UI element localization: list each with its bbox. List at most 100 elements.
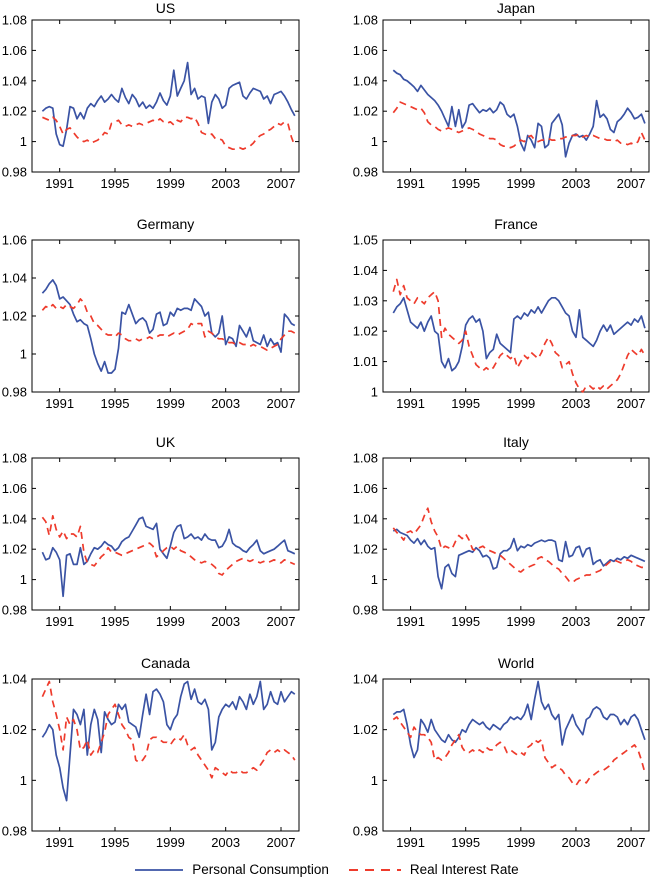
y-tick-label: 1.04 [2,511,27,526]
chart-plot: Japan 0.98 1 1.02 1.04 1.06 1.08 1991 1995 1999 20… [353,0,650,191]
y-tick-label: 1 [20,572,27,587]
chart-title: France [494,216,538,232]
x-tick-label: 1991 [45,614,74,629]
chart-germany: Germany 0.98 1 1.02 1.04 1.06 1991 1995 1999 2003… [0,200,326,425]
charts-grid: US 0.98 1 1.02 1.04 1.06 1.08 1991 1995 1999 2003 2… [0,0,652,852]
chart-title: UK [156,434,176,450]
x-tick-label: 2007 [617,176,646,191]
x-tick-label: 2007 [267,396,296,411]
y-tick-label: 0.98 [353,165,378,180]
y-tick-label: 1.06 [353,481,378,496]
chart-plot: France 1 1.01 1.02 1.03 1.04 1.05 1991 1995 1999 2… [353,216,650,411]
x-tick-label: 1995 [451,396,480,411]
x-tick-label: 2003 [211,835,240,850]
chart-world: World 0.98 1 1.02 1.04 1991 1995 1999 2003 2007 [326,640,652,852]
y-tick-label: 1.02 [353,722,378,737]
y-tick-label: 1.01 [353,354,378,369]
y-tick-label: 1.06 [2,481,27,496]
personal-consumption-line [41,516,296,598]
chart-uk: UK 0.98 1 1.02 1.04 1.06 1.08 1991 1995 1999 2003 2… [0,425,326,640]
axes-frame [31,239,300,393]
real-interest-rate-line [41,298,296,352]
real-interest-rate-line [392,101,646,149]
y-tick-label: 1.04 [2,271,27,286]
x-tick-label: 1995 [451,835,480,850]
real-interest-rate-line [41,514,296,576]
axes-frame [382,457,650,611]
chart-title: Germany [137,216,195,232]
y-tick-label: 1.02 [353,324,378,339]
x-tick-label: 1999 [506,614,535,629]
personal-consumption-line [41,61,296,148]
x-tick-label: 2007 [617,396,646,411]
x-tick-label: 1999 [506,176,535,191]
y-tick-label: 1.02 [353,542,378,557]
y-tick-label: 1.02 [2,542,27,557]
x-tick-label: 2003 [211,176,240,191]
y-tick-label: 1.08 [353,451,378,466]
x-tick-label: 1995 [101,176,130,191]
axes-frame [31,678,300,832]
y-tick-label: 1 [371,134,378,149]
y-tick-label: 1.04 [2,672,27,687]
chart-us: US 0.98 1 1.02 1.04 1.06 1.08 1991 1995 1999 2003 2… [0,0,326,200]
x-tick-label: 1991 [45,835,74,850]
x-tick-label: 1991 [45,176,74,191]
y-tick-label: 0.98 [353,824,378,839]
y-tick-label: 1 [20,134,27,149]
axes-frame [382,239,650,393]
real-interest-rate-line [392,278,646,393]
chart-plot: Canada 0.98 1 1.02 1.04 1991 1995 1999 2003 2007 [2,655,300,850]
y-tick-label: 0.98 [2,603,27,618]
y-tick-label: 1.02 [2,309,27,324]
chart-italy: Italy 0.98 1 1.02 1.04 1.06 1.08 1991 1995 1999 20… [326,425,652,640]
x-tick-label: 1991 [396,835,425,850]
y-tick-label: 1.08 [353,13,378,28]
x-tick-label: 2007 [267,835,296,850]
legend: Personal Consumption Real Interest Rate [0,852,652,887]
chart-plot: World 0.98 1 1.02 1.04 1991 1995 1999 2003 2007 [353,655,650,850]
personal-consumption-line [41,680,296,802]
personal-consumption-line [392,680,646,759]
x-tick-label: 1991 [396,396,425,411]
y-tick-label: 1 [20,773,27,788]
y-tick-label: 1.06 [2,233,27,248]
personal-consumption-line [392,69,646,158]
real-interest-rate-line [41,680,296,779]
x-tick-label: 2003 [561,835,590,850]
chart-plot: UK 0.98 1 1.02 1.04 1.06 1.08 1991 1995 1999 2003 2… [2,434,300,629]
y-tick-label: 1.04 [353,263,378,278]
y-tick-label: 0.98 [2,824,27,839]
chart-plot: Germany 0.98 1 1.02 1.04 1.06 1991 1995 1999 2003… [2,216,300,411]
x-tick-label: 1995 [451,614,480,629]
x-tick-label: 2003 [561,176,590,191]
legend-item-real-interest-rate: Real Interest Rate [347,862,519,877]
x-tick-label: 1999 [506,835,535,850]
y-tick-label: 1.04 [2,73,27,88]
x-tick-label: 2003 [561,614,590,629]
y-tick-label: 1.06 [353,43,378,58]
chart-title: Italy [503,434,529,450]
personal-consumption-line [392,528,646,590]
x-tick-label: 2003 [211,614,240,629]
x-tick-label: 2003 [561,396,590,411]
x-tick-label: 1995 [451,176,480,191]
chart-plot: Italy 0.98 1 1.02 1.04 1.06 1.08 1991 1995 1999 20… [353,434,650,629]
x-tick-label: 1991 [45,396,74,411]
axes-frame [31,457,300,611]
y-tick-label: 1 [371,572,378,587]
x-tick-label: 1995 [101,396,130,411]
y-tick-label: 0.98 [353,603,378,618]
y-tick-label: 1.02 [353,104,378,119]
x-tick-label: 1999 [156,835,185,850]
chart-title: Canada [141,655,190,671]
x-tick-label: 2007 [617,614,646,629]
axes-frame [382,19,650,173]
x-tick-label: 2007 [267,614,296,629]
real-interest-rate-line [392,716,646,787]
legend-label-personal-consumption: Personal Consumption [192,862,329,877]
x-tick-label: 1995 [101,835,130,850]
y-tick-label: 1.04 [353,73,378,88]
y-tick-label: 0.98 [2,385,27,400]
